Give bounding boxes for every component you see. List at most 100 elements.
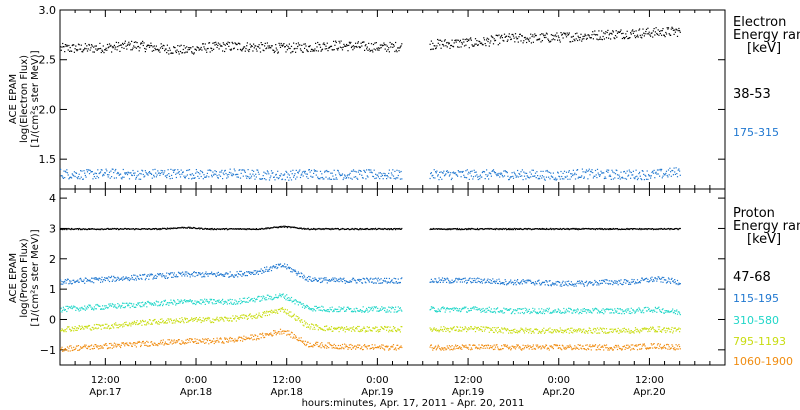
proton-data-point — [142, 301, 144, 303]
proton-data-point — [321, 328, 323, 330]
electron-data-point — [440, 171, 442, 173]
proton-data-point — [628, 283, 630, 285]
electron-data-point — [170, 168, 172, 170]
electron-data-point — [650, 35, 652, 37]
electron-data-point — [605, 170, 608, 172]
proton-data-point — [153, 275, 155, 277]
proton-data-point — [437, 308, 439, 310]
proton-data-point — [387, 326, 389, 328]
proton-data-point — [656, 307, 659, 310]
proton-data-point — [228, 320, 230, 322]
proton-data-point — [614, 228, 616, 230]
electron-data-point — [481, 176, 483, 178]
proton-data-point — [106, 306, 108, 308]
electron-data-point — [158, 49, 160, 51]
proton-data-point — [386, 277, 388, 279]
proton-data-point — [348, 228, 350, 230]
proton-data-point — [90, 281, 92, 283]
electron-data-point — [186, 174, 188, 176]
electron-data-point — [313, 49, 315, 51]
proton-data-point — [157, 274, 160, 276]
proton-data-point — [335, 328, 337, 330]
electron-data-point — [309, 171, 311, 173]
proton-data-point — [661, 278, 663, 280]
proton-data-point — [505, 308, 507, 310]
electron-data-point — [474, 38, 477, 40]
proton-data-point — [281, 308, 283, 310]
electron-data-point — [612, 171, 614, 173]
proton-data-point — [341, 308, 343, 310]
electron-data-point — [569, 41, 571, 43]
proton-data-point — [509, 227, 511, 230]
proton-data-point — [191, 318, 193, 320]
proton-data-point — [278, 308, 280, 311]
proton-data-point — [232, 228, 234, 230]
proton-ytick-label: 4 — [49, 192, 56, 205]
proton-data-point — [517, 332, 519, 334]
electron-data-point — [307, 50, 309, 53]
electron-data-point — [266, 42, 268, 44]
electron-data-point — [674, 29, 676, 31]
proton-data-point — [430, 228, 432, 230]
proton-data-point — [152, 303, 154, 305]
proton-data-point — [106, 307, 109, 309]
proton-data-point — [117, 303, 119, 305]
proton-data-point — [130, 228, 132, 230]
proton-data-point — [237, 228, 239, 230]
proton-data-point — [437, 228, 439, 230]
proton-data-point — [223, 274, 225, 276]
proton-data-point — [202, 276, 204, 278]
proton-data-point — [621, 228, 623, 230]
proton-data-point — [98, 324, 100, 326]
electron-data-point — [466, 38, 468, 40]
proton-data-point — [495, 281, 497, 283]
electron-data-point — [275, 173, 277, 175]
proton-data-point — [448, 308, 450, 310]
proton-data-point — [281, 307, 284, 309]
electron-data-point — [311, 176, 313, 178]
proton-data-point — [286, 268, 288, 270]
proton-data-point — [297, 304, 299, 306]
proton-data-point — [144, 273, 146, 275]
proton-data-point — [301, 228, 303, 230]
electron-data-point — [359, 47, 361, 49]
proton-data-point — [92, 228, 94, 230]
electron-data-point — [82, 178, 84, 180]
electron-data-point — [636, 35, 638, 38]
proton-data-point — [642, 228, 644, 230]
proton-data-point — [111, 324, 113, 326]
electron-data-point — [648, 31, 650, 33]
electron-data-point — [589, 174, 591, 176]
electron-data-point — [206, 51, 208, 53]
electron-data-point — [647, 178, 649, 180]
proton-data-point — [579, 228, 581, 230]
proton-data-point — [558, 228, 560, 230]
proton-data-point — [330, 326, 333, 328]
proton-data-point — [128, 322, 131, 324]
electron-data-point — [310, 175, 312, 177]
electron-data-point — [365, 44, 367, 46]
proton-data-point — [67, 326, 69, 328]
proton-data-point — [321, 228, 324, 230]
proton-data-point — [581, 312, 583, 314]
proton-data-point — [235, 320, 237, 322]
proton-data-point — [592, 284, 594, 286]
electron-data-point — [557, 35, 559, 37]
electron-data-point — [525, 38, 527, 40]
electron-data-point — [621, 177, 623, 179]
proton-data-point — [635, 228, 637, 230]
proton-data-point — [251, 228, 253, 230]
proton-data-point — [266, 299, 268, 301]
proton-data-point — [127, 325, 129, 327]
proton-data-point — [301, 306, 304, 308]
proton-data-point — [533, 283, 535, 285]
proton-data-point — [171, 227, 173, 229]
proton-data-point — [507, 228, 509, 230]
proton-data-point — [630, 283, 632, 285]
proton-data-point — [460, 310, 462, 312]
proton-data-point — [574, 312, 577, 314]
electron-data-point — [622, 32, 624, 34]
proton-data-point — [440, 326, 442, 328]
proton-data-point — [191, 227, 193, 229]
proton-data-point — [466, 311, 468, 313]
